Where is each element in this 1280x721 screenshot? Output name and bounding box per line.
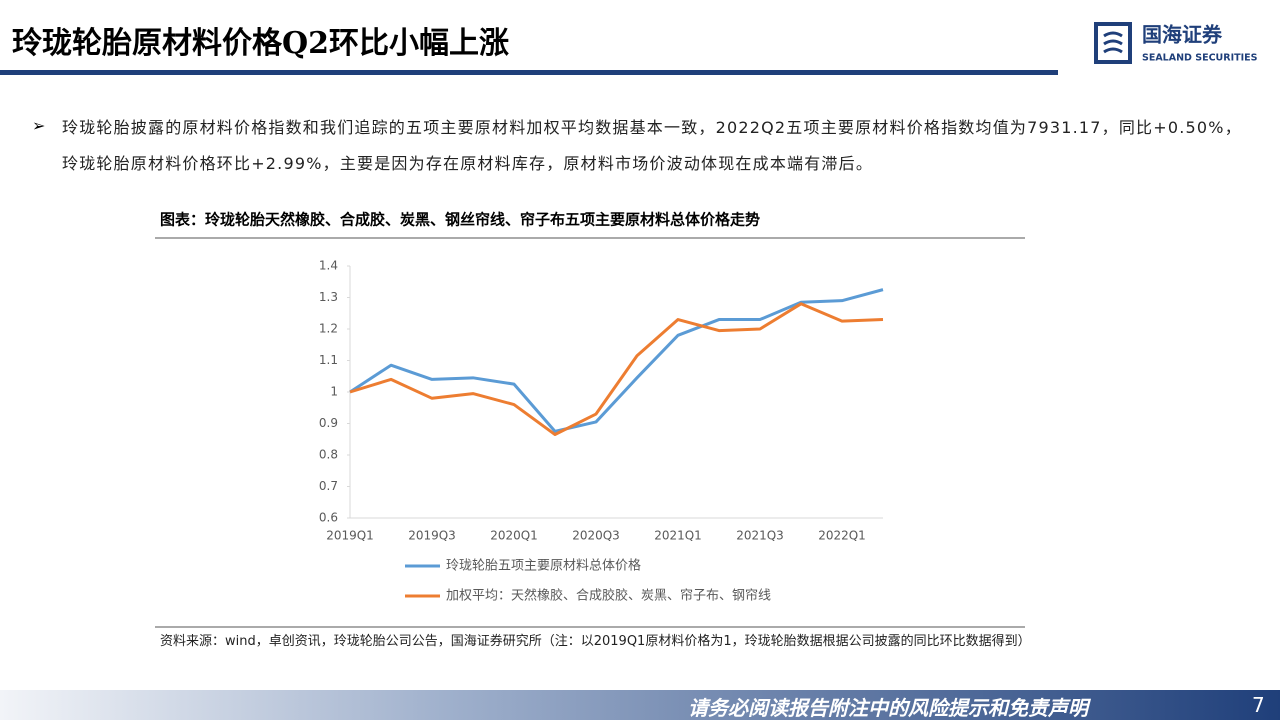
series-line [349,288,884,433]
x-tick-label: 2021Q1 [654,529,702,543]
logo-name: 国海证券 [1142,23,1223,47]
logo-subtitle: SEALAND SECURITIES [1142,53,1258,64]
series-line [349,302,884,437]
legend-label: 加权平均：天然橡胶、合成胶胶、炭黑、帘子布、钢帘线 [446,588,771,604]
bullet-text: 玲珑轮胎披露的原材料价格指数和我们追踪的五项主要原材料加权平均数据基本一致，20… [62,118,1242,173]
source-note: 资料来源：wind，卓创资讯，玲珑轮胎公司公告，国海证券研究所（注：以2019Q… [160,634,1031,649]
y-tick-label: 0.8 [319,448,338,462]
x-tick-label: 2020Q1 [490,529,538,543]
chart: 图表：玲珑轮胎天然橡胶、合成胶、炭黑、钢丝帘线、帘子布五项主要原材料总体价格走势… [155,211,1025,628]
x-tick-label: 2019Q1 [326,529,374,543]
chart-title: 图表：玲珑轮胎天然橡胶、合成胶、炭黑、钢丝帘线、帘子布五项主要原材料总体价格走势 [160,211,760,229]
disclaimer: 请务必阅读报告附注中的风险提示和免责声明 [688,696,1088,720]
title-rule [0,70,1058,75]
bullet-marker: ➢ [32,116,46,135]
y-tick-label: 0.9 [319,416,338,430]
y-tick-label: 0.6 [319,511,338,525]
slide-title: 玲珑轮胎原材料价格Q2环比小幅上涨 [12,26,510,61]
y-tick-label: 0.7 [319,479,338,493]
y-tick-label: 1.3 [319,290,338,304]
logo: 国海证券 SEALAND SECURITIES [1094,22,1258,64]
footer-band: 请务必阅读报告附注中的风险提示和免责声明 7 [0,690,1280,720]
x-tick-label: 2020Q3 [572,529,620,543]
logo-mark [1094,22,1132,64]
x-tick-label: 2019Q3 [408,529,456,543]
y-tick-label: 1.2 [319,322,338,336]
y-tick-label: 1.1 [319,353,338,367]
page-number: 7 [1252,693,1265,717]
legend-label: 玲珑轮胎五项主要原材料总体价格 [446,558,641,574]
y-tick-label: 1 [330,385,338,399]
x-tick-label: 2021Q3 [736,529,784,543]
x-tick-label: 2022Q1 [818,529,866,543]
logo-waves [1103,31,1123,54]
y-tick-label: 1.4 [319,259,338,273]
